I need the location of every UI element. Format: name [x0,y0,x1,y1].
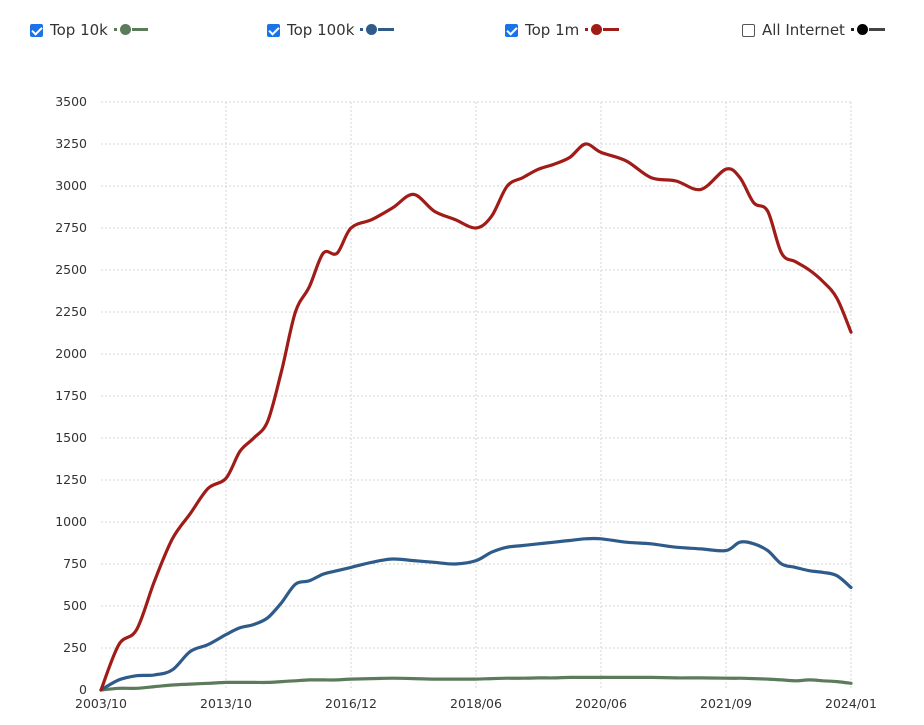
top-10k-checkbox[interactable] [30,23,43,37]
top-100k-checkbox[interactable] [267,23,280,37]
x-tick-label: 2021/09 [700,696,752,711]
top-1m-checkbox[interactable] [505,23,518,37]
y-tick-label: 1750 [55,388,87,403]
series-swatch-icon [850,23,889,37]
chart-legend: Top 10k Top 100k Top 1m All Internet [0,16,924,46]
legend-label: All Internet [762,21,845,39]
x-tick-label: 2016/12 [325,696,377,711]
y-tick-label: 1500 [55,430,87,445]
all-internet-checkbox[interactable] [742,23,755,37]
y-tick-label: 3250 [55,136,87,151]
legend-label: Top 1m [525,21,580,39]
legend-item-top-10k[interactable]: Top 10k [30,16,152,44]
series-swatch-icon [360,23,398,37]
series-swatch-icon [113,23,152,37]
y-tick-label: 0 [79,682,87,697]
legend-item-top-1m[interactable]: Top 1m [505,16,623,44]
legend-item-top-100k[interactable]: Top 100k [267,16,398,44]
y-tick-label: 1250 [55,472,87,487]
y-tick-label: 750 [63,556,87,571]
series-line-top-100k [99,536,853,692]
series-swatch-icon [585,23,623,37]
y-tick-label: 3500 [55,94,87,109]
y-tick-label: 3000 [55,178,87,193]
y-tick-label: 2000 [55,346,87,361]
y-tick-label: 2500 [55,262,87,277]
y-tick-label: 250 [63,640,87,655]
x-tick-label: 2018/06 [450,696,502,711]
legend-item-all-internet[interactable]: All Internet [742,16,889,44]
legend-label: Top 10k [50,21,108,39]
y-tick-label: 500 [63,598,87,613]
y-tick-label: 2250 [55,304,87,319]
y-tick-label: 2750 [55,220,87,235]
series-line-top-1m [99,142,853,692]
series-line-top-10k [99,675,853,692]
x-tick-label: 2024/01 [825,696,877,711]
y-tick-label: 1000 [55,514,87,529]
x-tick-label: 2013/10 [200,696,252,711]
x-tick-label: 2020/06 [575,696,627,711]
x-tick-label: 2003/10 [75,696,127,711]
legend-label: Top 100k [287,21,355,39]
